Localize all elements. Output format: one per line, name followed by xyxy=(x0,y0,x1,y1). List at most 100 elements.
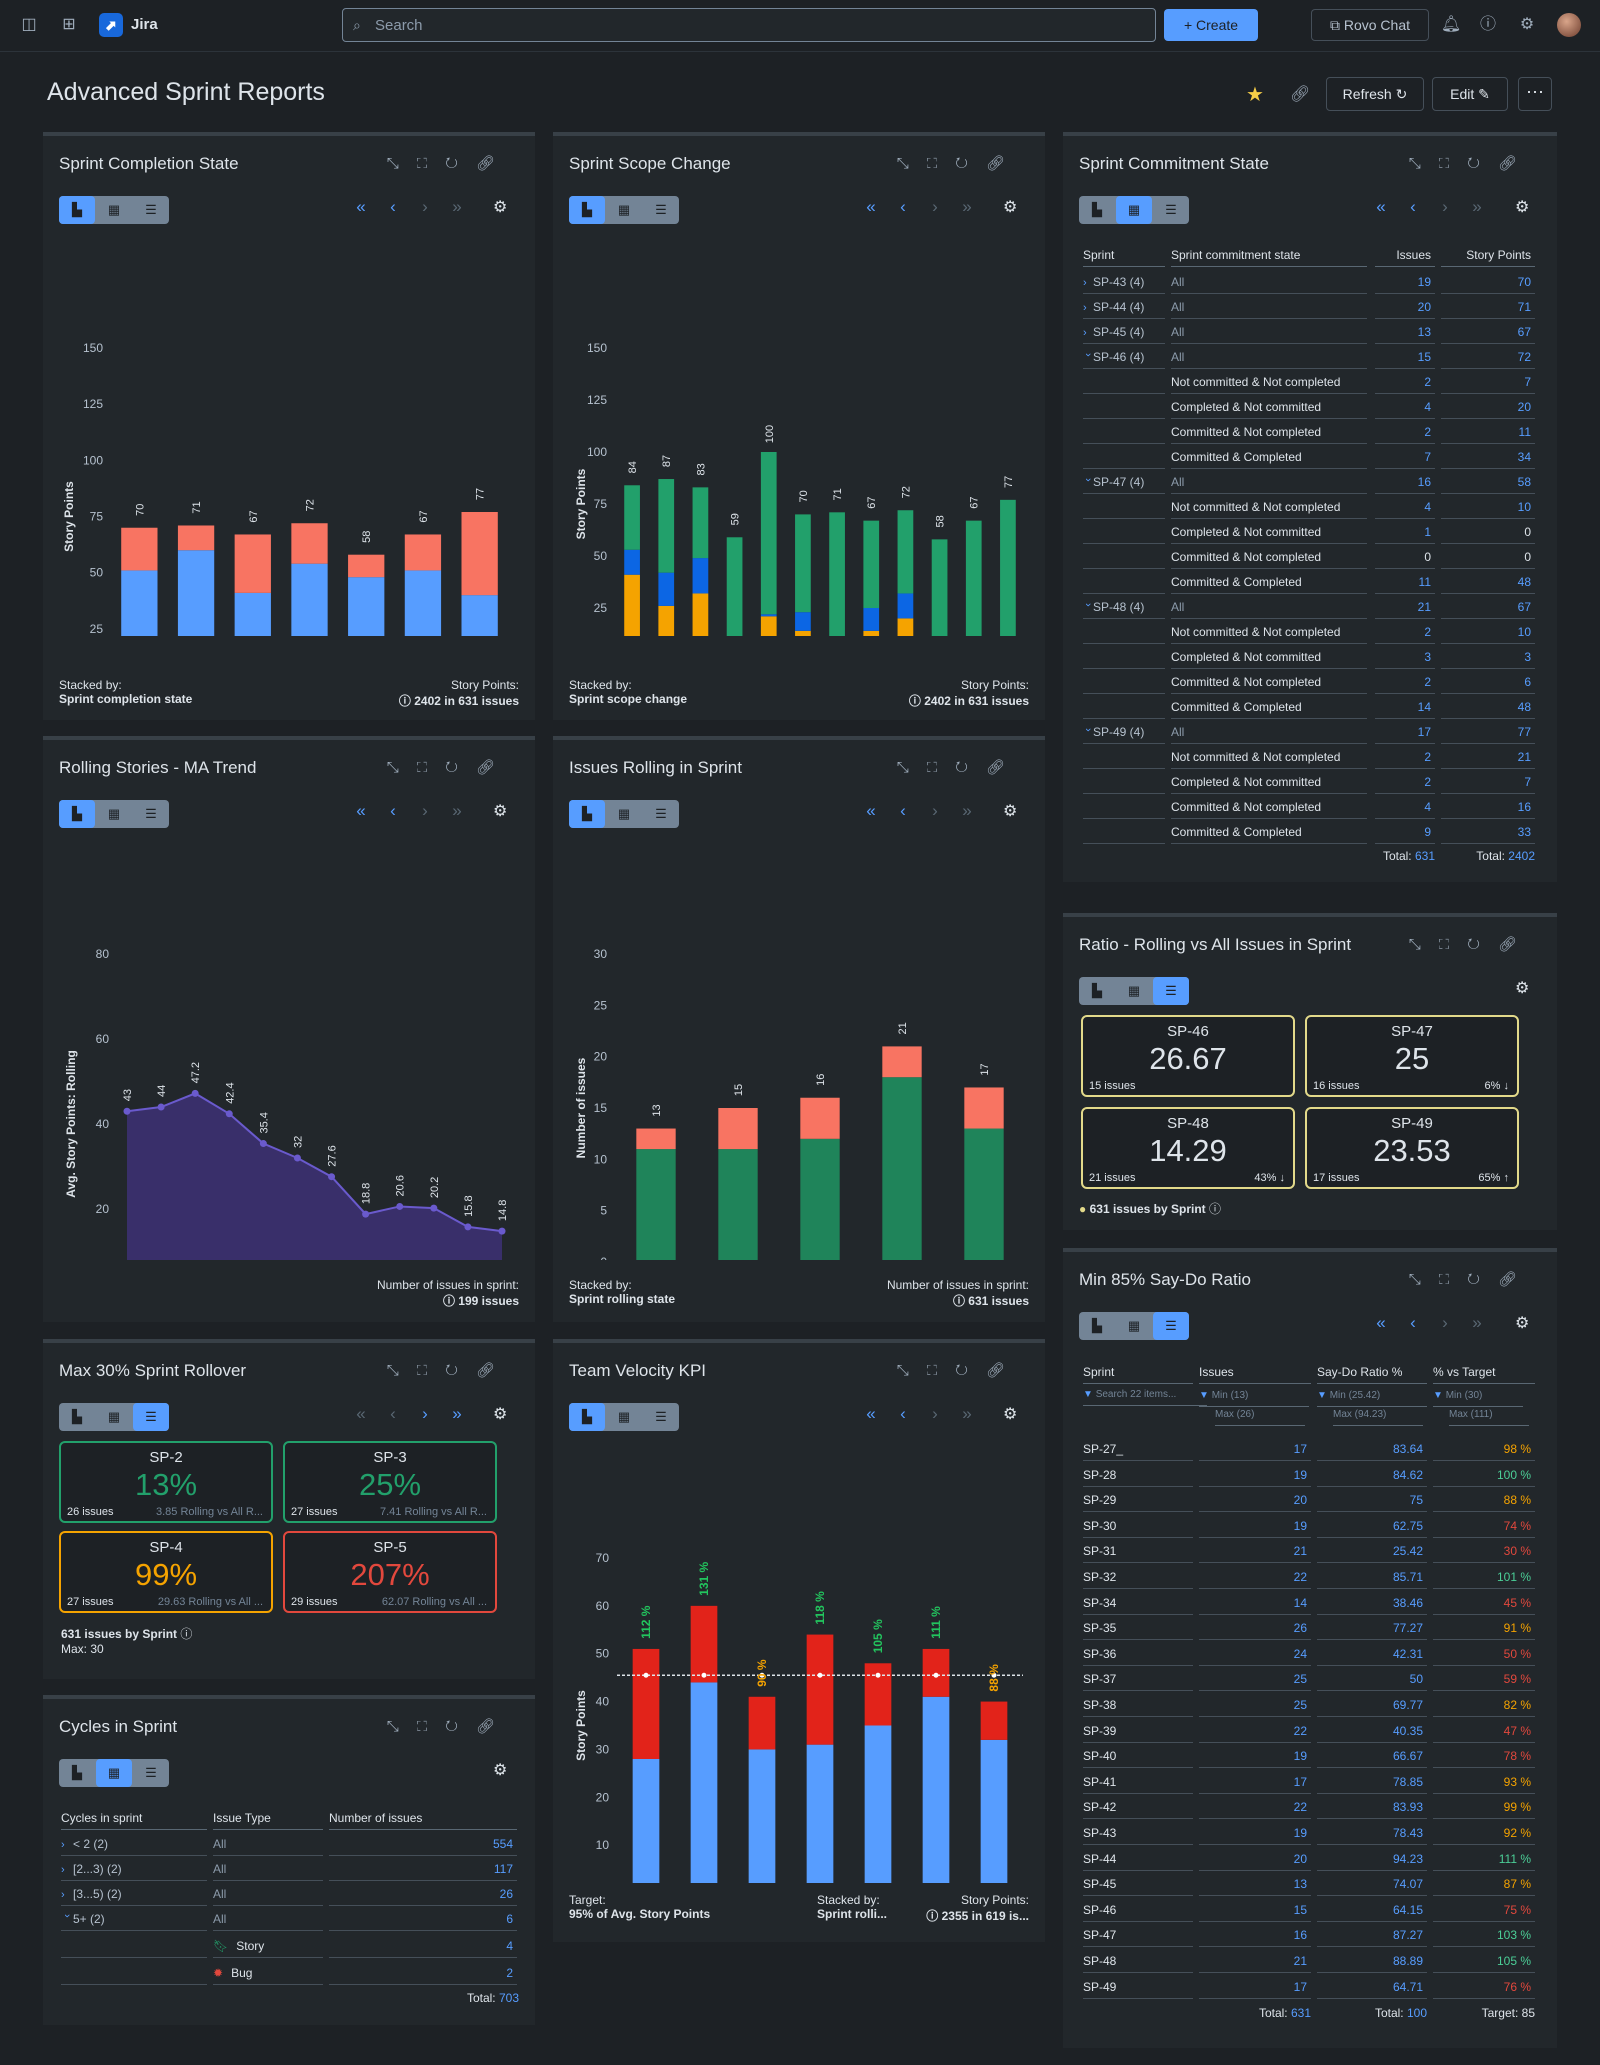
expand-chevron-icon[interactable]: › xyxy=(61,1864,65,1876)
ratio-cell[interactable]: 50 xyxy=(1317,1667,1427,1692)
chart-view-tab[interactable]: ▙ xyxy=(1092,202,1102,217)
issues-cell[interactable]: 21 xyxy=(1375,595,1435,619)
expand-chevron-icon[interactable]: › xyxy=(1083,478,1094,482)
last-page-icon[interactable]: » xyxy=(452,197,462,216)
kpi-view-tab[interactable]: ☰ xyxy=(1153,1312,1189,1340)
issues-cell[interactable]: 7 xyxy=(1375,445,1435,469)
expand-chevron-icon[interactable]: › xyxy=(61,1914,73,1918)
issues-cell[interactable]: 22 xyxy=(1199,1719,1311,1743)
kpi-card[interactable]: SP-2 13% 26 issues 3.85 Rolling vs All R... xyxy=(59,1441,273,1523)
sprint-cell[interactable]: SP-44 xyxy=(1083,1847,1193,1871)
next-page-icon[interactable]: › xyxy=(1442,197,1448,216)
edit-button[interactable]: Edit ✎ xyxy=(1432,77,1508,111)
chart-view-tab[interactable]: ▙ xyxy=(72,1409,82,1424)
link-icon[interactable]: 🔗︎ xyxy=(1497,155,1535,172)
points-cell[interactable]: 77 xyxy=(1441,720,1535,744)
fullscreen-icon[interactable]: ⛶ xyxy=(926,155,956,172)
panel-settings-icon[interactable]: ⚙ xyxy=(1003,199,1018,216)
next-page-icon[interactable]: › xyxy=(932,1404,938,1423)
issues-cell[interactable]: 3 xyxy=(1375,645,1435,669)
column-header[interactable]: Issues xyxy=(1199,1360,1311,1384)
panel-settings-icon[interactable]: ⚙ xyxy=(1515,1315,1530,1332)
issues-cell[interactable]: 19 xyxy=(1199,1514,1311,1538)
create-button[interactable]: + Create xyxy=(1164,9,1258,41)
last-page-icon[interactable]: » xyxy=(452,801,462,820)
collapse-icon[interactable]: ⤡ xyxy=(386,759,417,776)
issues-cell[interactable]: 21 xyxy=(1199,1539,1311,1564)
points-cell[interactable]: 34 xyxy=(1441,445,1535,469)
first-page-icon[interactable]: « xyxy=(356,801,366,820)
issues-cell[interactable]: 4 xyxy=(1375,795,1435,819)
issues-cell[interactable]: 14 xyxy=(1199,1591,1311,1615)
refresh-icon[interactable]: ↻ xyxy=(445,1718,476,1735)
count-cell[interactable]: 26 xyxy=(329,1882,517,1906)
link-icon[interactable]: 🔗︎ xyxy=(1497,936,1535,953)
prev-page-icon[interactable]: ‹ xyxy=(900,1404,906,1423)
column-header[interactable]: Cycles in sprint xyxy=(61,1806,207,1830)
refresh-icon[interactable]: ↻ xyxy=(955,155,986,172)
table-view-tab[interactable]: ▦ xyxy=(1127,983,1141,998)
issues-cell[interactable]: 19 xyxy=(1199,1463,1311,1487)
panel-settings-icon[interactable]: ⚙ xyxy=(1003,1406,1018,1423)
ratio-max-filter[interactable]: Max (94.23) xyxy=(1333,1409,1423,1426)
kpi-view-tab[interactable]: ☰ xyxy=(655,806,667,821)
collapse-icon[interactable]: ⤡ xyxy=(1408,155,1439,172)
collapse-icon[interactable]: ⤡ xyxy=(896,759,927,776)
refresh-icon[interactable]: ↻ xyxy=(955,759,986,776)
table-view-tab[interactable]: ▦ xyxy=(1116,196,1152,224)
points-cell[interactable]: 67 xyxy=(1441,320,1535,344)
points-cell[interactable]: 0 xyxy=(1441,520,1535,544)
first-page-icon[interactable]: « xyxy=(1376,1313,1386,1332)
ratio-cell[interactable]: 42.31 xyxy=(1317,1642,1427,1666)
settings-gear-icon[interactable]: ⚙ xyxy=(1519,16,1535,33)
ratio-cell[interactable]: 94.23 xyxy=(1317,1847,1427,1871)
column-header[interactable]: Issue Type xyxy=(213,1806,323,1830)
sprint-cell[interactable]: SP-30 xyxy=(1083,1514,1193,1538)
kpi-view-tab[interactable]: ☰ xyxy=(133,1403,169,1431)
next-page-icon[interactable]: › xyxy=(422,1404,428,1423)
count-cell[interactable]: 4 xyxy=(329,1934,517,1958)
issues-cell[interactable]: 2 xyxy=(1375,620,1435,644)
search-input[interactable]: ⌕ Search xyxy=(342,8,1156,42)
issues-cell[interactable]: 1 xyxy=(1375,520,1435,544)
expand-chevron-icon[interactable]: › xyxy=(1083,327,1087,339)
kpi-card[interactable]: SP-47 25 16 issues 6% ↓ xyxy=(1305,1015,1519,1097)
chart-view-tab[interactable]: ▙ xyxy=(59,196,95,224)
issues-min-filter[interactable]: ▼ Min (13) xyxy=(1199,1390,1309,1407)
kpi-card[interactable]: SP-49 23.53 17 issues 65% ↑ xyxy=(1305,1107,1519,1189)
app-name[interactable]: Jira xyxy=(131,16,158,33)
ratio-cell[interactable]: 77.27 xyxy=(1317,1616,1427,1641)
points-cell[interactable]: 0 xyxy=(1441,545,1535,569)
chart-view-tab[interactable]: ▙ xyxy=(1092,983,1102,998)
table-view-tab[interactable]: ▦ xyxy=(617,806,631,821)
column-header[interactable]: Story Points xyxy=(1441,243,1535,267)
table-view-tab[interactable]: ▦ xyxy=(1127,1318,1141,1333)
kpi-view-tab[interactable]: ☰ xyxy=(1165,202,1177,217)
points-cell[interactable]: 7 xyxy=(1441,370,1535,394)
prev-page-icon[interactable]: ‹ xyxy=(1410,1313,1416,1332)
ratio-cell[interactable]: 78.43 xyxy=(1317,1821,1427,1845)
sprint-cell[interactable]: ›SP-46 (4) xyxy=(1083,345,1165,369)
issues-cell[interactable]: 22 xyxy=(1199,1795,1311,1820)
first-page-icon[interactable]: « xyxy=(1376,197,1386,216)
refresh-icon[interactable]: ↻ xyxy=(445,1362,476,1379)
collapse-icon[interactable]: ⤡ xyxy=(386,155,417,172)
issues-cell[interactable]: 11 xyxy=(1375,570,1435,594)
link-icon[interactable]: 🔗︎ xyxy=(1497,1271,1535,1288)
sprint-cell[interactable]: SP-45 xyxy=(1083,1872,1193,1897)
panel-settings-icon[interactable]: ⚙ xyxy=(493,1406,508,1423)
column-header[interactable]: Number of issues xyxy=(329,1806,517,1830)
star-icon[interactable]: ★ xyxy=(1246,84,1264,106)
link-icon[interactable]: 🔗︎ xyxy=(475,759,513,776)
collapse-icon[interactable]: ⤡ xyxy=(1408,1271,1439,1288)
link-icon[interactable]: 🔗︎ xyxy=(475,1362,513,1379)
issues-cell[interactable]: 20 xyxy=(1375,295,1435,319)
sprint-cell[interactable]: SP-43 xyxy=(1083,1821,1193,1845)
last-page-icon[interactable]: » xyxy=(962,801,972,820)
issues-cell[interactable]: 22 xyxy=(1199,1565,1311,1589)
ratio-cell[interactable]: 66.67 xyxy=(1317,1744,1427,1769)
kpi-card[interactable]: SP-4 99% 27 issues 29.63 Rolling vs All ... xyxy=(59,1531,273,1613)
chart-view-tab[interactable]: ▙ xyxy=(59,800,95,828)
collapse-icon[interactable]: ⤡ xyxy=(386,1362,417,1379)
expand-chevron-icon[interactable]: › xyxy=(1083,302,1087,314)
